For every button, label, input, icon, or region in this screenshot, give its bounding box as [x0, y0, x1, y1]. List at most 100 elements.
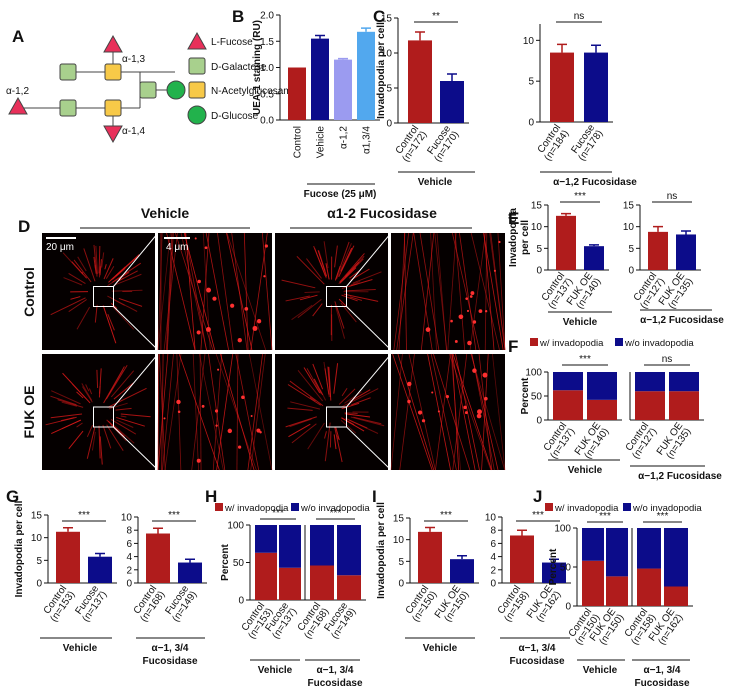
- actin-fiber: [107, 420, 126, 437]
- actin-fiber: [110, 370, 135, 398]
- invadopodium: [204, 246, 208, 250]
- row-header: FUK OE: [21, 386, 37, 439]
- actin-fiber: [312, 303, 323, 317]
- actin-fiber: [324, 431, 327, 439]
- actin-fiber: [103, 258, 114, 280]
- micrograph: [42, 233, 155, 350]
- actin-fiber: [112, 267, 126, 280]
- actin-fiber: [469, 232, 486, 351]
- actin-fiber: [420, 232, 435, 351]
- actin-fiber: [340, 247, 353, 272]
- bar: [648, 231, 668, 270]
- actin-fiber: [86, 427, 96, 459]
- panel-letter: D: [18, 217, 30, 236]
- y-axis-label: Percent: [548, 548, 559, 585]
- actin-fiber: [408, 353, 436, 471]
- error-bar: [415, 31, 425, 41]
- actin-fiber: [349, 270, 361, 279]
- invadopodium: [484, 396, 488, 401]
- error-bar: [361, 27, 371, 32]
- actin-fiber: [304, 291, 320, 293]
- actin-fiber: [340, 419, 357, 434]
- bar-segment: [337, 575, 361, 600]
- actin-fiber: [350, 281, 361, 286]
- actin-fiber: [430, 353, 457, 471]
- error-bar: [557, 43, 567, 53]
- error-bar: [315, 34, 325, 39]
- actin-fiber: [50, 395, 77, 406]
- error-bar: [338, 57, 348, 60]
- legend-swatch: [215, 503, 223, 511]
- bar-segment: [606, 528, 628, 577]
- error-bar: [681, 230, 691, 235]
- actin-fiber: [235, 353, 260, 471]
- actin-fiber: [481, 353, 489, 471]
- actin-fiber: [303, 367, 321, 394]
- actin-fiber: [247, 353, 263, 471]
- actin-fiber: [60, 417, 75, 422]
- actin-fiber: [93, 244, 98, 277]
- actin-fiber: [101, 252, 105, 268]
- actin-fiber: [77, 256, 87, 272]
- actin-fiber: [107, 387, 147, 408]
- zoom-box: [93, 286, 114, 307]
- invadopodium: [407, 399, 411, 404]
- actin-fiber: [68, 299, 87, 313]
- micrograph: [391, 233, 505, 350]
- actin-fiber: [88, 388, 93, 395]
- actin-fiber: [50, 413, 83, 419]
- actin-fiber: [116, 416, 145, 427]
- actin-fiber: [291, 423, 317, 444]
- invadopodium: [205, 327, 211, 332]
- significance-label: **: [432, 11, 440, 22]
- actin-fiber: [334, 304, 346, 339]
- error-bar: [153, 527, 163, 534]
- scale-bar-label: 20 μm: [46, 242, 74, 253]
- actin-fiber: [339, 267, 357, 284]
- actin-fiber: [248, 353, 273, 471]
- error-bar: [95, 552, 105, 557]
- invadopodium: [482, 372, 488, 378]
- panel-letter: B: [232, 7, 244, 26]
- invadopodium: [450, 319, 453, 323]
- actin-fiber: [61, 401, 78, 407]
- invadopodium: [263, 275, 266, 278]
- row-header: Control: [21, 267, 37, 317]
- y-tick-label: 0: [386, 119, 392, 130]
- significance-label: ***: [440, 510, 452, 521]
- significance-label: ns: [667, 191, 678, 202]
- invadopodium: [212, 296, 217, 301]
- x-tick-label: Vehicle: [316, 126, 327, 159]
- actin-fiber: [285, 295, 310, 302]
- actin-fiber: [95, 245, 98, 275]
- actin-fiber: [63, 277, 83, 286]
- legend-label: w/ invadopodia: [554, 503, 619, 514]
- y-tick-label: 0: [565, 602, 571, 613]
- legend-swatch: [623, 503, 631, 511]
- actin-fiber: [57, 399, 84, 408]
- significance-label: ***: [574, 191, 586, 202]
- invadopodium: [421, 419, 426, 423]
- actin-fiber: [450, 353, 461, 471]
- actin-fiber: [107, 314, 115, 331]
- group-label: α−1,2 Fucosidase: [553, 177, 637, 188]
- y-tick-label: 5: [536, 244, 542, 255]
- y-tick-label: 0: [536, 416, 542, 427]
- error-bar: [457, 554, 467, 560]
- bar-segment: [310, 565, 334, 600]
- invadopodium: [238, 445, 242, 449]
- actin-fiber: [285, 416, 317, 428]
- legend-swatch: [291, 503, 299, 511]
- significance-label: ***: [168, 510, 180, 521]
- actin-fiber: [98, 425, 101, 459]
- group-label: Fucosidase: [307, 678, 362, 688]
- invadopodium: [431, 391, 434, 394]
- bar-segment: [664, 528, 688, 587]
- invadopodium: [465, 297, 469, 301]
- bar: [288, 67, 306, 120]
- actin-fiber: [341, 417, 365, 432]
- invadopodium: [215, 424, 218, 427]
- bar-segment: [553, 372, 583, 391]
- group-label: Fucosidase: [509, 656, 564, 667]
- y-tick-label: 0: [238, 596, 244, 607]
